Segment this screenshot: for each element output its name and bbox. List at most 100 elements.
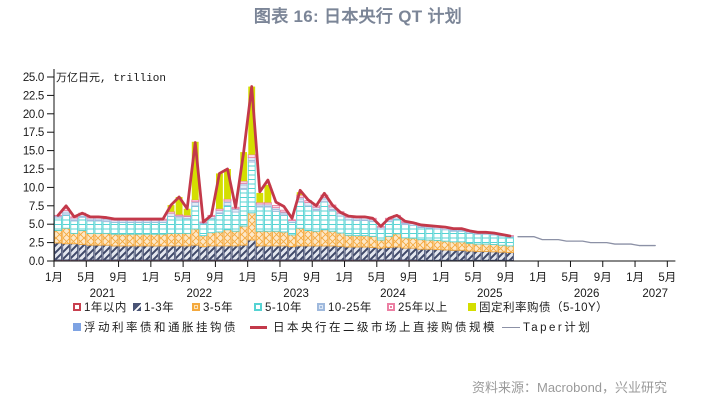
bar-segment [223,198,232,202]
bar-segment [433,249,442,261]
axes: 0.0 2.5 5.0 7.5 10.0 12.5 15.0 17.5 20.0 22.5 25.0… [23,69,676,300]
legend-swatch-icon [133,303,141,311]
bar-segment [417,248,426,261]
bar-segment [223,200,232,206]
bar-segment [425,248,434,261]
bar-segment [183,245,192,261]
bar-segment [118,245,127,261]
bar-segment [94,232,103,246]
bar-segment [231,230,240,247]
x-tick-label: 5月 [271,272,289,284]
legend-swatch-icon [254,303,262,311]
bar-segment [62,227,70,245]
bar-segment [433,228,442,241]
bar-segment [264,184,272,203]
bar-segment [191,201,200,207]
bar-segment [473,233,482,245]
bar-segment [272,207,280,212]
bar-segment [215,245,224,261]
bar-segment [263,230,272,247]
bar-segment [417,227,426,241]
bar-segment [215,209,224,214]
bar-segment [425,239,434,250]
bar-segment [280,245,288,261]
year-label: 2024 [380,288,406,300]
bar-segment [118,233,127,247]
bar-segment [191,199,200,203]
bar-segment [191,141,199,200]
bar-segment [207,232,216,247]
bar-segment [167,205,175,212]
bar-segment [441,240,450,251]
y-tick-label: 20.0 [23,109,44,121]
bar-segment [102,221,111,234]
bar-segment [150,245,159,261]
bar-segment [54,230,62,244]
bar-segment [288,246,296,261]
legend-item-10-25y: 10-25年 [317,300,372,314]
bar-segment [199,246,208,261]
bar-segment [239,182,248,190]
bar-segment [481,233,490,245]
bar-segment [352,220,361,237]
bar-segment [191,244,200,261]
x-tick-label: 9月 [594,272,612,284]
legend-label: 5-10年 [265,302,303,314]
bar-segment [175,245,183,261]
bar-segment [368,235,377,248]
bar-segment [336,232,345,247]
legend-item-floating-inflation-linked: 浮动利率债和通胀挂钩债 [73,320,238,334]
year-label: 2022 [186,288,212,300]
bar-segment [288,234,296,248]
bar-segment [183,232,192,247]
bar-segment [70,243,79,261]
year-label: 2026 [574,288,600,300]
x-tick-label: 5月 [658,272,676,284]
bar-segment [239,188,248,227]
x-tick-label: 1月 [432,272,450,284]
bar-segment [54,242,62,261]
legend-label: 25年以上 [398,302,448,314]
legend-label: 10-25年 [328,302,372,314]
legend-item-over-25y: 25年以上 [387,300,448,314]
y-tick-label: 25.0 [23,72,44,84]
x-tick-label: 9月 [206,272,224,284]
bar-segment [167,212,175,217]
bar-segment [159,221,167,235]
bar-segment [409,237,417,249]
bar-segment [223,245,232,261]
bar-segment [102,232,111,246]
legend-item-3-5y: 3-5年 [192,300,233,314]
x-tick-label: 1月 [336,272,354,284]
bar-segment [183,208,191,216]
bar-segment [247,239,256,261]
bar-segment [360,235,369,248]
y-tick-label: 10.0 [23,182,44,194]
bar-segment [191,205,200,230]
bar-segment [352,246,361,261]
legend-label: 日本央行在二级市场上直接购债规模 [273,322,497,334]
year-label: 2027 [642,288,668,300]
y-tick-label: 15.0 [23,146,44,158]
x-tick-label: 5月 [562,272,580,284]
bar-segment [191,228,200,246]
bar-segment [231,245,240,261]
legend-label: 浮动利率债和通胀挂钩债 [84,322,238,334]
bar-segment [304,245,313,261]
chart-plot-area: 0.0 2.5 5.0 7.5 10.0 12.5 15.0 17.5 20.0 22.5 25.0… [23,69,676,300]
bar-segment [175,214,183,217]
bar-segment [62,243,70,261]
x-tick-label: 9月 [497,272,515,284]
bar-segment [360,220,369,237]
bar-segment [142,233,151,247]
legend-swatch-icon [73,303,81,311]
y-tick-label: 12.5 [23,164,44,176]
bar-segment [239,180,248,184]
bar-segment [78,216,87,231]
bar-segment [280,231,288,247]
x-tick-label: 1月 [45,272,63,284]
bar-segment [239,225,248,246]
x-tick-label: 9月 [400,272,418,284]
bar-segment [465,250,474,261]
bar-segment [142,245,151,261]
